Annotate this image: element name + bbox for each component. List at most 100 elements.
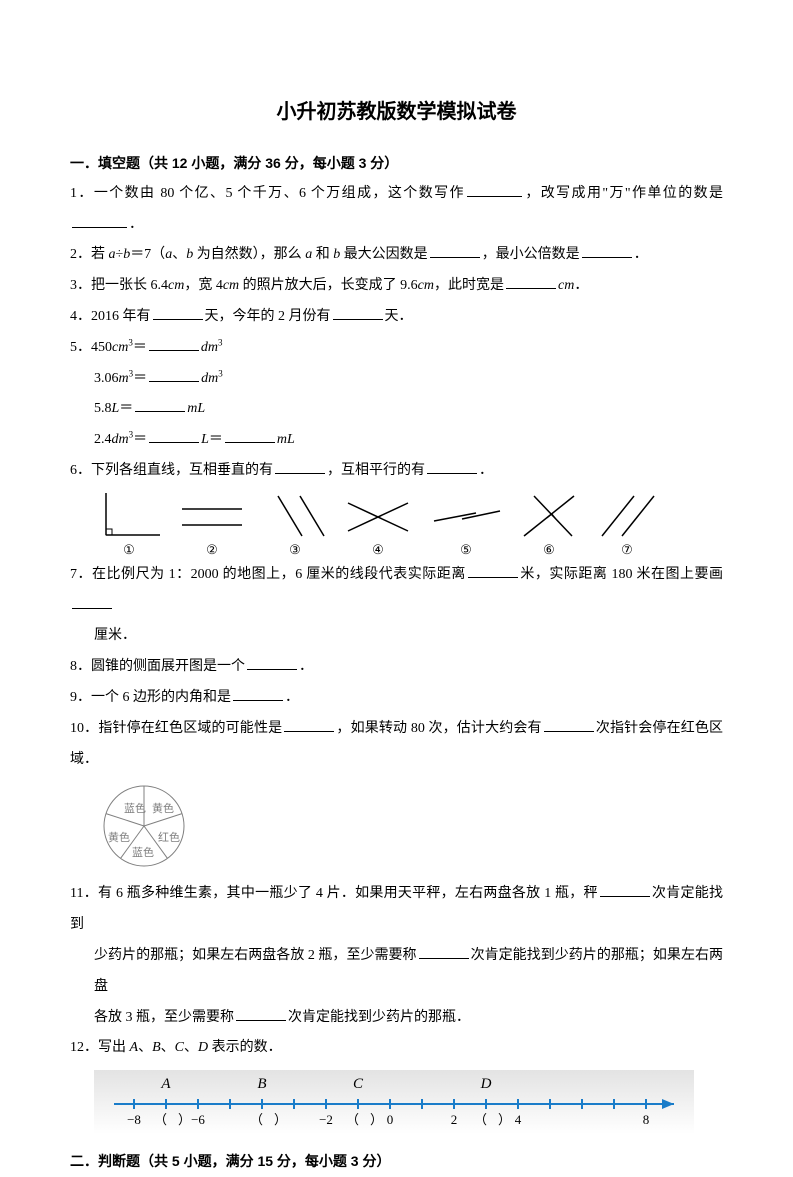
nl-pl0: （ [154, 1112, 167, 1127]
q3-num: 3． [70, 278, 91, 293]
q4: 4．2016 年有天，今年的 2 月份有天． [70, 302, 723, 333]
q2-t2: 为自然数），那么 [193, 247, 305, 262]
q9-num: 9． [70, 690, 91, 705]
q10-pie: 蓝色 黄色 红色 蓝色 黄色 [70, 781, 723, 875]
q4-blank2[interactable] [333, 304, 383, 320]
q6-t2: ，互相平行的有 [327, 463, 425, 478]
q11-line2: 少药片的那瓶；如果左右两盘各放 2 瓶，至少需要称次肯定能找到少药片的那瓶；如果… [70, 941, 723, 1003]
q10-blank2[interactable] [544, 716, 594, 732]
q8: 8．圆锥的侧面展开图是一个． [70, 652, 723, 683]
fig-1-label: ① [94, 543, 164, 556]
q11-line3: 各放 3 瓶，至少需要称次肯定能找到少药片的那瓶． [70, 1003, 723, 1034]
q10-blank1[interactable] [284, 716, 334, 732]
q5-l3d: mL [187, 401, 205, 416]
q11-t1: 有 6 瓶多种维生素，其中一瓶少了 4 片．如果用天平秤，左右两盘各放 1 瓶，… [98, 886, 598, 901]
q6-figures: ① ② ③ ④ ⑤ ⑥ ⑦ [70, 491, 723, 556]
nl-B: B [257, 1076, 266, 1092]
q10-num: 10． [70, 721, 98, 736]
q7-num: 7． [70, 567, 92, 582]
nl-pr0: ） [178, 1112, 191, 1127]
q2-sep: 、 [172, 247, 186, 262]
q5-l2b: m [119, 371, 129, 386]
q2-blank1[interactable] [430, 242, 480, 258]
fig-3-label: ③ [260, 543, 330, 556]
q11-num: 11． [70, 886, 98, 901]
pie-label-4: 黄色 [108, 830, 130, 844]
q5-blank3[interactable] [135, 396, 185, 412]
q6-blank1[interactable] [275, 458, 325, 474]
q6-blank2[interactable] [427, 458, 477, 474]
q5-l2a: 3.06 [94, 371, 119, 386]
nl-pr3: ） [498, 1112, 511, 1127]
q11-blank1[interactable] [600, 881, 650, 897]
q1-t2: ，改写成用"万"作单位的数是 [524, 186, 723, 201]
fig-2: ② [172, 491, 252, 556]
q2-blank2[interactable] [582, 242, 632, 258]
nl-D: D [480, 1076, 492, 1092]
nl-C: C [353, 1076, 364, 1092]
q9-blank1[interactable] [233, 685, 283, 701]
nl-t5: 4 [515, 1112, 522, 1127]
q8-blank1[interactable] [247, 654, 297, 670]
q3-t2: ，宽 4 [184, 278, 223, 293]
q3-cm1: cm [168, 278, 184, 293]
q12-s2: 、 [161, 1040, 175, 1055]
q1-num: 1． [70, 186, 94, 201]
q5-blank4[interactable] [149, 427, 199, 443]
q3-cm2: cm [223, 278, 239, 293]
q7-blank2[interactable] [72, 593, 112, 609]
q2-t4: ，最小公倍数是 [482, 247, 580, 262]
q3-t1: 把一张长 6.4 [91, 278, 168, 293]
fig-7: ⑦ [592, 491, 662, 556]
q5-l3c: ＝ [119, 401, 133, 416]
q11-blank2[interactable] [419, 943, 469, 959]
section-2-header: 二．判断题（共 5 小题，满分 15 分，每小题 3 分） [70, 1146, 723, 1177]
q2-t1: 若 [91, 247, 109, 262]
q12-C: C [175, 1040, 184, 1055]
q12-numberline: A B C D −8 （） −6 （） −2 （） 0 2 （） 4 8 [70, 1070, 723, 1138]
fig-4: ④ [338, 491, 418, 556]
q5-l4f: mL [277, 432, 295, 447]
pie-label-3: 蓝色 [132, 845, 154, 859]
q4-blank1[interactable] [153, 304, 203, 320]
section-1-header: 一．填空题（共 12 小题，满分 36 分，每小题 3 分） [70, 148, 723, 179]
nl-t2: −2 [319, 1112, 333, 1127]
fig-2-label: ② [172, 543, 252, 556]
q5-l1d: dm [201, 340, 218, 355]
q12: 12．写出 A、B、C、D 表示的数． [70, 1033, 723, 1064]
q1: 1．一个数由 80 个亿、5 个千万、6 个万组成，这个数写作，改写成用"万"作… [70, 179, 723, 241]
q2-eq: ＝7（ [130, 247, 165, 262]
q1-blank2[interactable] [72, 212, 127, 228]
q5-blank5[interactable] [225, 427, 275, 443]
q5-l4b: dm [112, 432, 129, 447]
q1-blank1[interactable] [467, 181, 522, 197]
q11-blank3[interactable] [236, 1005, 286, 1021]
nl-pl2: （ [346, 1112, 359, 1127]
q9-t2: ． [285, 690, 299, 705]
q2-and: 和 [312, 247, 333, 262]
q5-num: 5． [70, 340, 91, 355]
q5-l4d: L [201, 432, 209, 447]
q5-blank1[interactable] [149, 335, 199, 351]
q5-blank2[interactable] [149, 366, 199, 382]
fig-6-label: ⑥ [514, 543, 584, 556]
q7-t2: 米，实际距离 180 米在图上要画 [520, 567, 723, 582]
q8-num: 8． [70, 659, 91, 674]
q3-blank1[interactable] [506, 273, 556, 289]
nl-t3: 0 [387, 1112, 394, 1127]
q7-blank1[interactable] [468, 562, 518, 578]
q12-t2: 表示的数． [208, 1040, 282, 1055]
q5-line4: 2.4dm3＝L＝mL [70, 425, 723, 456]
fig-4-label: ④ [338, 543, 418, 556]
q5-line2: 3.06m3＝dm3 [70, 364, 723, 395]
q2-t5: ． [634, 247, 648, 262]
q12-B: B [152, 1040, 161, 1055]
pie-label-0: 蓝色 [124, 801, 146, 815]
fig-1: ① [94, 491, 164, 556]
q12-t1: 写出 [98, 1040, 130, 1055]
q5-l1a: 450 [91, 340, 112, 355]
nl-t6: 8 [643, 1112, 650, 1127]
q12-s1: 、 [138, 1040, 152, 1055]
q12-s3: 、 [184, 1040, 198, 1055]
q11: 11．有 6 瓶多种维生素，其中一瓶少了 4 片．如果用天平秤，左右两盘各放 1… [70, 879, 723, 941]
